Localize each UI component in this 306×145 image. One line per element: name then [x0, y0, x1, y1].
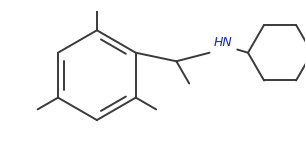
- Text: HN: HN: [214, 36, 233, 49]
